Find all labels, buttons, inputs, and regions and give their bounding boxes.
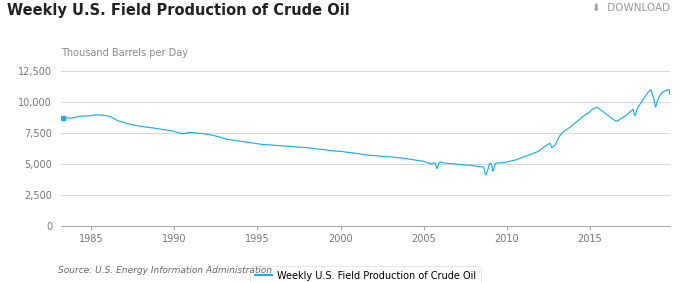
Text: ⬇  DOWNLOAD: ⬇ DOWNLOAD bbox=[592, 3, 670, 13]
Text: Weekly U.S. Field Production of Crude Oil: Weekly U.S. Field Production of Crude Oi… bbox=[7, 3, 350, 18]
Text: Thousand Barrels per Day: Thousand Barrels per Day bbox=[61, 49, 188, 58]
Text: Source: U.S. Energy Information Administration: Source: U.S. Energy Information Administ… bbox=[58, 266, 272, 275]
Legend: Weekly U.S. Field Production of Crude Oil: Weekly U.S. Field Production of Crude Oi… bbox=[250, 266, 481, 282]
